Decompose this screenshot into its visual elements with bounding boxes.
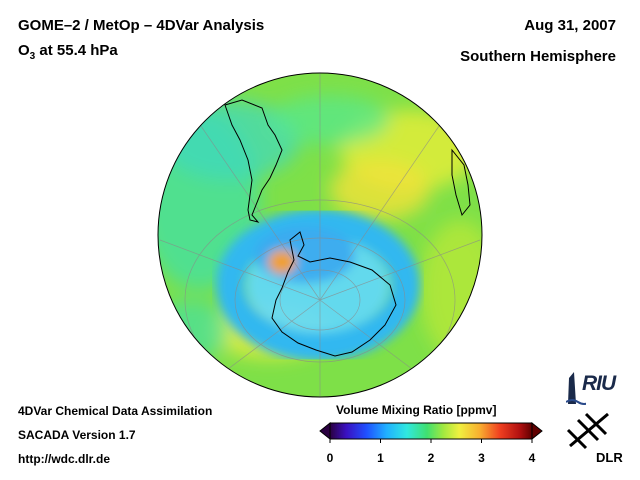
subtitle-suffix: at 55.4 hPa [35, 42, 118, 59]
footer-line-2: SACADA Version 1.7 [18, 428, 136, 442]
colorbar [319, 421, 543, 443]
subtitle-prefix: O [18, 42, 30, 59]
region-label: Southern Hemisphere [460, 48, 616, 65]
riu-logo-icon [566, 372, 586, 405]
colorbar-title: Volume Mixing Ratio [ppmv] [336, 403, 497, 417]
colorbar-tick-4: 4 [528, 451, 536, 465]
page-title: GOME–2 / MetOp – 4DVar Analysis [18, 17, 265, 34]
subtitle-subscript: 3 [29, 51, 36, 62]
dlr-logo-icon [566, 412, 609, 450]
colorbar-tick-0: 0 [326, 451, 334, 465]
colorbar-tick-1: 1 [377, 451, 384, 465]
colorbar-tick-2: 2 [427, 451, 435, 465]
riu-logo-text: RIU [582, 372, 616, 395]
colorbar-tick-marks [329, 439, 533, 443]
footer-line-1: 4DVar Chemical Data Assimilation [18, 404, 213, 418]
date-label: Aug 31, 2007 [524, 17, 616, 34]
dlr-logo-text: DLR [596, 450, 623, 465]
footer-url: http://wdc.dlr.de [18, 452, 110, 466]
colorbar-tick-3: 3 [478, 451, 485, 465]
page-subtitle: O3 at 55.4 hPa [18, 42, 118, 62]
